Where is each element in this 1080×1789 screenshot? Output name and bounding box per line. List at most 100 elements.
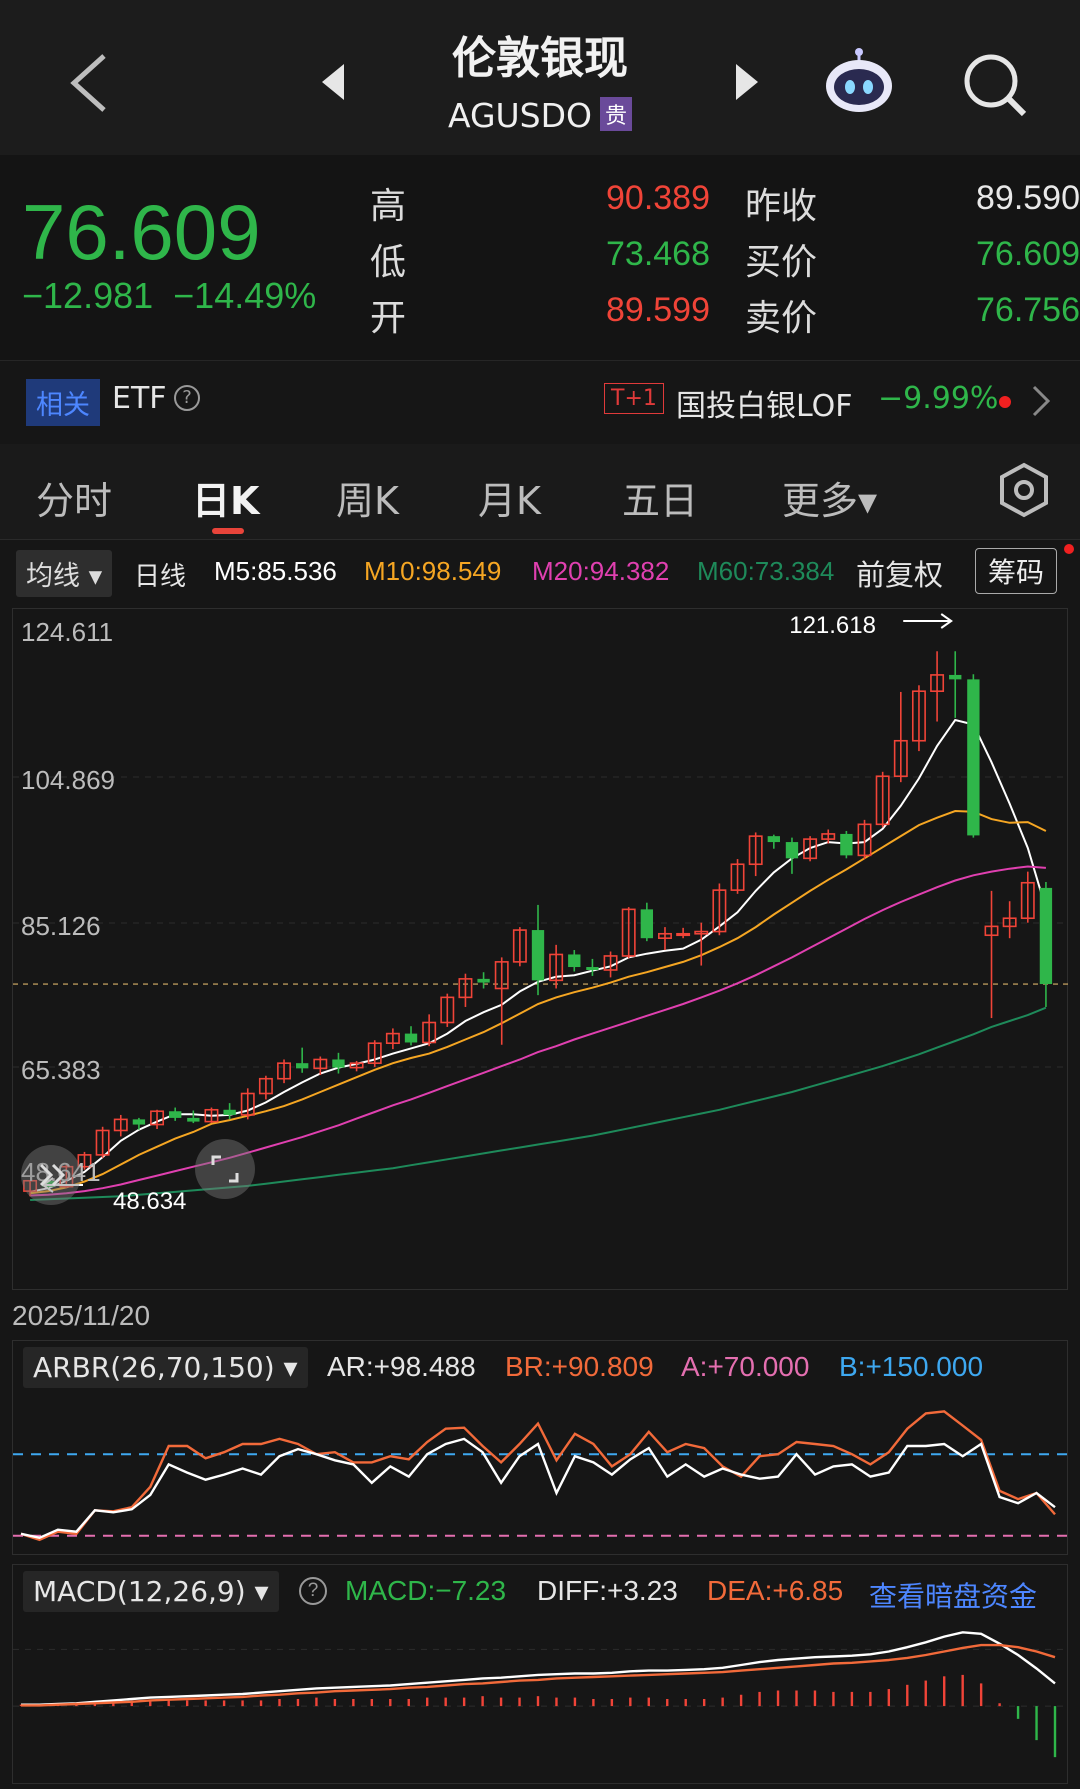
quote-label: 开 [370,298,407,339]
candle-down [404,1033,418,1043]
candle-down [169,1111,182,1118]
candle-up [930,674,945,693]
ma60-value: M60:73.384 [697,556,835,586]
candle-down [586,967,599,970]
quote-value: 89.590 [976,179,1080,217]
series-dea [21,1643,1056,1707]
macd-dropdown[interactable]: MACD(12,26,9) ▾ [23,1571,279,1612]
candle-up [440,996,455,1024]
candle-up [984,925,999,937]
br-value: BR:+90.809 [505,1351,654,1382]
tab-monthly-k[interactable]: 月K [478,479,541,523]
candle-up [621,908,636,957]
quote-label: 高 [370,186,407,227]
arbr-indicator-panel[interactable]: ARBR(26,70,150) ▾ AR:+98.488 BR:+90.809 … [12,1340,1069,1555]
change-value: −12.981 [22,275,154,316]
candle-up [875,775,890,826]
quote-label: 卖价 [745,298,818,339]
a-value: A:+70.000 [681,1351,810,1382]
candle-up [313,1058,328,1070]
related-etf-row[interactable]: 相关 ETF ? T+1 国投白银LOF −9.99% [0,360,1080,444]
tab-five-day[interactable]: 五日 [622,479,699,523]
robot-assistant-icon[interactable] [823,46,895,114]
candle-up [1020,881,1035,920]
y-axis-label: 65.383 [21,1055,101,1085]
candle-up [385,1032,400,1045]
tab-daily-k[interactable]: 日K [192,479,260,523]
y-axis-label: 124.611 [21,617,113,647]
quote-value: 90.389 [606,179,710,217]
candle-up [277,1062,292,1080]
expand-icon [211,1155,221,1165]
candle-down [767,836,780,843]
arbr-dropdown[interactable]: ARBR(26,70,150) ▾ [23,1347,308,1388]
candle-up [712,889,727,933]
macd-value: MACD:−7.23 [345,1575,507,1606]
chevron-right-icon[interactable] [1026,383,1056,419]
candle-up [658,932,672,939]
chip-distribution-button[interactable]: 筹码 [975,548,1058,594]
candle-up [77,1154,92,1168]
macd-indicator-panel[interactable]: MACD(12,26,9) ▾ ? MACD:−7.23 DIFF:+3.23 … [12,1564,1069,1784]
series-diff [21,1631,1056,1706]
title-bar: 伦敦银现 AGUSDO 贵 [0,0,1080,155]
double-chevron-icon [39,1163,54,1187]
candle-down [640,909,654,939]
chart-start-date: 2025/11/20 [12,1300,151,1331]
candle-up [349,1062,364,1069]
next-instrument-icon[interactable] [732,62,762,102]
candle-down [477,978,490,983]
candle-up [240,1092,255,1116]
candle-down [187,1117,200,1122]
candle-up [458,978,473,999]
ma-line-m10 [29,809,1047,1195]
last-price: 76.609 [22,188,261,276]
ma-dropdown[interactable]: 均线 ▾ [16,550,113,597]
candle-up [803,838,818,860]
previous-instrument-icon[interactable] [318,62,348,102]
candlestick-chart-panel[interactable]: 124.611104.86985.12665.38348.641121.6184… [12,608,1069,1291]
dark-pool-funds-link[interactable]: 查看暗盘资金 [869,1581,1038,1612]
quote-value: 73.468 [606,235,710,273]
chart-period-label: 日线 [134,561,187,591]
tab-more[interactable]: 更多▾ [782,479,878,523]
period-tabs: 分时 日K 周K 月K 五日 更多▾ [0,444,1080,540]
expand-icon [229,1173,239,1183]
etf-name[interactable]: 国投白银LOF [676,389,853,424]
chart-settings-icon[interactable] [998,462,1050,518]
candle-up [512,929,527,963]
help-icon[interactable]: ? [174,385,200,411]
tab-intraday[interactable]: 分时 [36,479,113,523]
candle-up [23,1179,38,1192]
page-title: 伦敦银现 [452,33,628,84]
macd-help-icon[interactable]: ? [299,1577,327,1605]
diff-value: DIFF:+3.23 [537,1575,678,1606]
candle-down [967,679,980,836]
quote-label: 买价 [745,242,818,283]
y-axis-label: 85.126 [21,911,101,941]
candlestick-chart[interactable]: 124.611104.86985.12665.38348.641121.6184… [13,609,1069,1291]
period-low-label: 48.634 [113,1188,186,1215]
y-axis-label: 104.869 [21,765,115,795]
quote-label: 昨收 [745,186,818,227]
candle-up [150,1110,165,1126]
candle-up [821,833,836,840]
candle-up [494,961,509,990]
precious-metal-badge: 贵 [600,97,633,131]
back-arrow-icon[interactable] [62,48,122,118]
forward-adjust-label[interactable]: 前复权 [856,560,944,592]
candle-down [132,1119,146,1125]
notification-dot-icon [1064,544,1074,554]
candle-up [694,930,709,935]
candle-down [785,842,799,859]
candle-up [603,955,618,971]
dea-value: DEA:+6.85 [707,1575,844,1606]
candle-up [676,932,691,937]
tab-weekly-k[interactable]: 周K [336,479,399,523]
ma5-value: M5:85.536 [214,556,337,586]
candle-up [748,835,763,866]
search-icon[interactable] [960,50,1030,120]
etf-change-percent: −9.99% [878,381,999,416]
ma20-value: M20:94.382 [532,556,670,586]
t-plus-one-badge: T+1 [604,383,664,414]
